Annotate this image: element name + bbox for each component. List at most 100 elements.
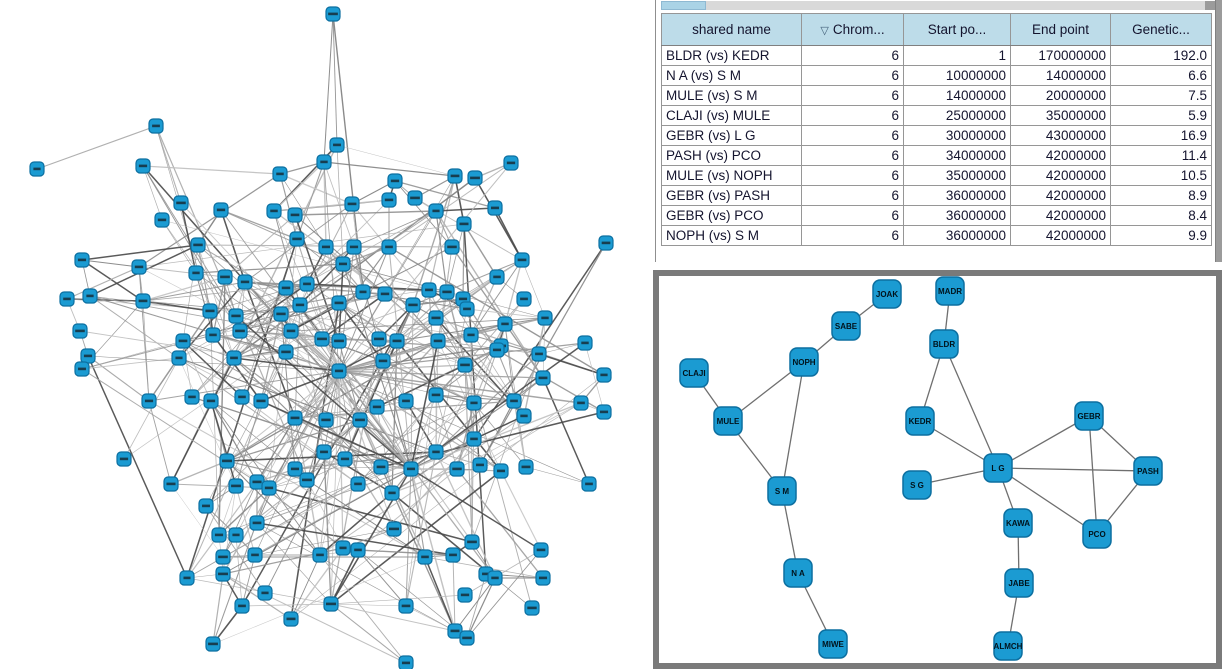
horizontal-scrollbar[interactable]: [661, 1, 1205, 10]
table-row[interactable]: NOPH (vs) S M 6 36000000 42000000 9.9: [661, 225, 1212, 246]
network-node-pco[interactable]: [1082, 519, 1112, 549]
network-node-bldr[interactable]: [929, 329, 959, 359]
table-cell[interactable]: 14000000: [1010, 65, 1111, 86]
network-node-claji[interactable]: [679, 358, 709, 388]
network-node-kedr[interactable]: [905, 406, 935, 436]
network-node-l-g[interactable]: [983, 453, 1013, 483]
table-cell[interactable]: 20000000: [1010, 85, 1111, 106]
network-node-mule[interactable]: [713, 406, 743, 436]
horizontal-scrollbar-thumb[interactable]: [661, 1, 706, 10]
table-cell[interactable]: 11.4: [1110, 145, 1212, 166]
table-cell[interactable]: 6: [801, 85, 904, 106]
network-node-kawa[interactable]: [1003, 508, 1033, 538]
main-network-canvas[interactable]: [0, 0, 652, 669]
table-cell[interactable]: 8.4: [1110, 205, 1212, 226]
table-cell[interactable]: 42000000: [1010, 205, 1111, 226]
network-node-gebr[interactable]: [1074, 401, 1104, 431]
network-edge[interactable]: [997, 467, 1149, 472]
network-node-pash[interactable]: [1133, 456, 1163, 486]
network-node-sabe[interactable]: [831, 311, 861, 341]
column-header-2[interactable]: Start po...: [903, 13, 1011, 46]
table-cell[interactable]: 170000000: [1010, 45, 1111, 66]
table-cell[interactable]: 42000000: [1010, 225, 1111, 246]
table-row[interactable]: N A (vs) S M 6 10000000 14000000 6.6: [661, 65, 1212, 86]
column-header-4[interactable]: Genetic...: [1110, 13, 1212, 46]
network-node-s-g[interactable]: [902, 470, 932, 500]
subnetwork-view-panel[interactable]: JOAK MADR SABE BLDR NOPH CLAJI MULE KEDR GEBR L G…: [653, 270, 1222, 669]
table-cell[interactable]: 6: [801, 185, 904, 206]
network-edge[interactable]: [997, 415, 1090, 469]
network-node-miwe[interactable]: [818, 629, 848, 659]
table-cell[interactable]: 30000000: [903, 125, 1011, 146]
network-node-n-a[interactable]: [783, 558, 813, 588]
table-cell[interactable]: 36000000: [903, 185, 1011, 206]
table-cell[interactable]: MULE (vs) NOPH: [661, 165, 802, 186]
network-node-joak[interactable]: [872, 279, 902, 309]
table-row[interactable]: MULE (vs) S M 6 14000000 20000000 7.5: [661, 85, 1212, 106]
table-cell[interactable]: 42000000: [1010, 145, 1111, 166]
table-row[interactable]: GEBR (vs) PASH 6 36000000 42000000 8.9: [661, 185, 1212, 206]
table-cell[interactable]: BLDR (vs) KEDR: [661, 45, 802, 66]
network-node-s-m[interactable]: [767, 476, 797, 506]
table-row[interactable]: PASH (vs) PCO 6 34000000 42000000 11.4: [661, 145, 1212, 166]
table-cell[interactable]: 36000000: [903, 225, 1011, 246]
table-cell[interactable]: 8.9: [1110, 185, 1212, 206]
table-cell[interactable]: 6: [801, 45, 904, 66]
vertical-scrollbar[interactable]: [1215, 0, 1222, 262]
table-cell[interactable]: 35000000: [1010, 105, 1111, 126]
network-edge[interactable]: [1088, 415, 1098, 535]
network-node-almch[interactable]: [993, 631, 1023, 661]
table-cell[interactable]: PASH (vs) PCO: [661, 145, 802, 166]
network-node-noph[interactable]: [789, 347, 819, 377]
table-cell[interactable]: 6: [801, 125, 904, 146]
table-cell[interactable]: 43000000: [1010, 125, 1111, 146]
table-cell[interactable]: 16.9: [1110, 125, 1212, 146]
column-header-3[interactable]: End point: [1010, 13, 1111, 46]
network-node-madr[interactable]: [935, 276, 965, 306]
table-cell[interactable]: 6: [801, 165, 904, 186]
table-cell[interactable]: 1: [903, 45, 1011, 66]
table-row[interactable]: CLAJI (vs) MULE 6 25000000 35000000 5.9: [661, 105, 1212, 126]
table-row[interactable]: MULE (vs) NOPH 6 35000000 42000000 10.5: [661, 165, 1212, 186]
table-cell[interactable]: GEBR (vs) PASH: [661, 185, 802, 206]
table-cell[interactable]: 5.9: [1110, 105, 1212, 126]
table-cell[interactable]: 34000000: [903, 145, 1011, 166]
table-cell[interactable]: GEBR (vs) L G: [661, 125, 802, 146]
table-cell[interactable]: 35000000: [903, 165, 1011, 186]
table-cell[interactable]: GEBR (vs) PCO: [661, 205, 802, 226]
table-cell[interactable]: 6: [801, 225, 904, 246]
table-cell[interactable]: MULE (vs) S M: [661, 85, 802, 106]
table-cell[interactable]: 192.0: [1110, 45, 1212, 66]
main-network-view[interactable]: [0, 0, 652, 669]
table-row[interactable]: GEBR (vs) PCO 6 36000000 42000000 8.4: [661, 205, 1212, 226]
table-cell[interactable]: 6: [801, 145, 904, 166]
table-cell[interactable]: 36000000: [903, 205, 1011, 226]
table-cell[interactable]: 6: [801, 205, 904, 226]
table-cell[interactable]: 6: [801, 65, 904, 86]
table-cell[interactable]: 7.5: [1110, 85, 1212, 106]
table-cell[interactable]: 25000000: [903, 105, 1011, 126]
table-row[interactable]: BLDR (vs) KEDR 6 1 170000000 192.0: [661, 45, 1212, 66]
table-cell[interactable]: N A (vs) S M: [661, 65, 802, 86]
network-node-jabe[interactable]: [1004, 568, 1034, 598]
network-edge[interactable]: [943, 343, 999, 469]
scrollbar-corner-button[interactable]: [1205, 1, 1216, 10]
table-cell[interactable]: 14000000: [903, 85, 1011, 106]
table-cell[interactable]: 10.5: [1110, 165, 1212, 186]
table-cell[interactable]: 42000000: [1010, 185, 1111, 206]
table-cell[interactable]: 6: [801, 105, 904, 126]
filter-icon[interactable]: ▽: [820, 25, 829, 37]
subnetwork-canvas[interactable]: JOAK MADR SABE BLDR NOPH CLAJI MULE KEDR GEBR L G…: [659, 276, 1216, 663]
column-header-1[interactable]: ▽ Chrom...: [801, 13, 904, 46]
table-cell[interactable]: 42000000: [1010, 165, 1111, 186]
network-edge: [81, 357, 180, 370]
table-cell[interactable]: NOPH (vs) S M: [661, 225, 802, 246]
column-header-0[interactable]: shared name: [661, 13, 802, 46]
network-edge[interactable]: [781, 361, 805, 492]
table-cell[interactable]: 9.9: [1110, 225, 1212, 246]
table-cell[interactable]: CLAJI (vs) MULE: [661, 105, 802, 126]
network-edge[interactable]: [997, 467, 1098, 535]
table-row[interactable]: GEBR (vs) L G 6 30000000 43000000 16.9: [661, 125, 1212, 146]
table-cell[interactable]: 6.6: [1110, 65, 1212, 86]
table-cell[interactable]: 10000000: [903, 65, 1011, 86]
